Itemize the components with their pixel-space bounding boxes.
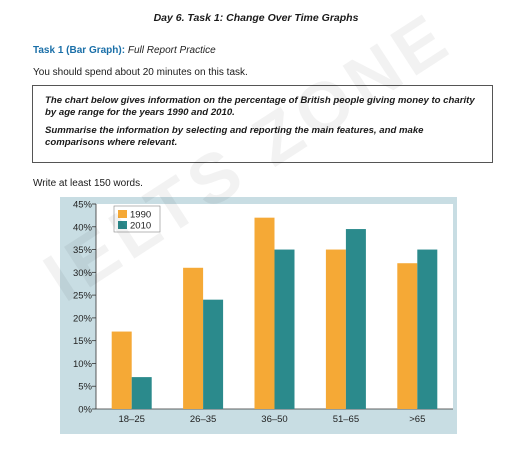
bar-2010	[345, 229, 366, 409]
y-tick-label: 5%	[78, 382, 92, 393]
y-tick-label: 40%	[73, 222, 93, 233]
y-tick-label: 20%	[73, 313, 93, 324]
task-subtitle: Full Report Practice	[127, 45, 216, 56]
x-tick-label: 26–35	[190, 414, 216, 425]
task-heading: Task 1 (Bar Graph): Full Report Practice	[33, 45, 216, 56]
bar-1990	[325, 249, 346, 409]
legend-label-2010: 2010	[130, 221, 151, 232]
task-instruction: You should spend about 20 minutes on thi…	[33, 67, 248, 78]
y-tick-label: 0%	[78, 405, 92, 416]
chart-panel: 0% 5% 10% 15% 20% 25% 30% 35% 40% 45% 18–25 26–35 36…	[60, 197, 457, 434]
prompt-box: The chart below gives information on the…	[32, 85, 493, 163]
word-count-instruction: Write at least 150 words.	[33, 178, 143, 189]
y-tick-label: 10%	[73, 359, 93, 370]
task-label: Task 1 (Bar Graph):	[33, 45, 126, 56]
y-tick-label: 35%	[73, 245, 93, 256]
bar-2010	[274, 249, 295, 409]
x-tick-label: >65	[409, 414, 425, 425]
y-tick-label: 30%	[73, 268, 93, 279]
legend-swatch-1990	[118, 210, 127, 218]
prompt-summary-instruction: Summarise the information by selecting a…	[45, 125, 424, 148]
legend-label-1990: 1990	[130, 210, 151, 221]
bar-1990	[111, 331, 132, 409]
bar-2010	[131, 377, 152, 409]
legend-swatch-2010	[118, 221, 127, 229]
bar-1990	[183, 267, 204, 409]
x-tick-label: 51–65	[333, 414, 359, 425]
prompt-description: The chart below gives information on the…	[45, 95, 475, 118]
bar-1990	[254, 217, 275, 409]
bar-1990	[397, 263, 418, 409]
y-tick-label: 15%	[73, 336, 93, 347]
x-tick-label: 18–25	[118, 414, 144, 425]
bar-chart: 0% 5% 10% 15% 20% 25% 30% 35% 40% 45% 18–25 26–35 36…	[73, 200, 453, 425]
bar-2010	[417, 249, 438, 409]
y-tick-label: 25%	[73, 291, 93, 302]
y-tick-label: 45%	[73, 200, 93, 211]
bar-2010	[203, 299, 224, 409]
x-tick-label: 36–50	[261, 414, 287, 425]
page-title: Day 6. Task 1: Change Over Time Graphs	[153, 12, 359, 24]
